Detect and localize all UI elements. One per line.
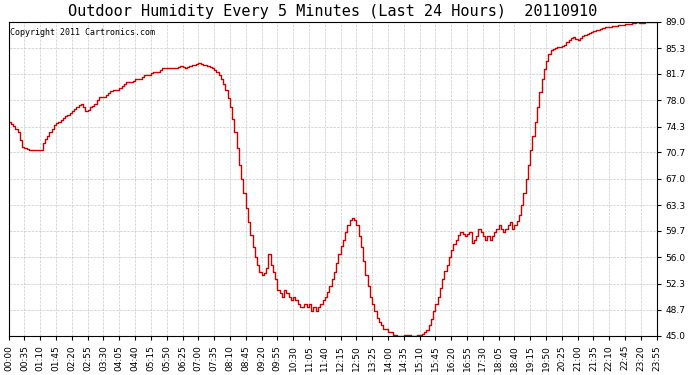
Text: Copyright 2011 Cartronics.com: Copyright 2011 Cartronics.com [10,28,155,37]
Title: Outdoor Humidity Every 5 Minutes (Last 24 Hours)  20110910: Outdoor Humidity Every 5 Minutes (Last 2… [68,4,598,19]
